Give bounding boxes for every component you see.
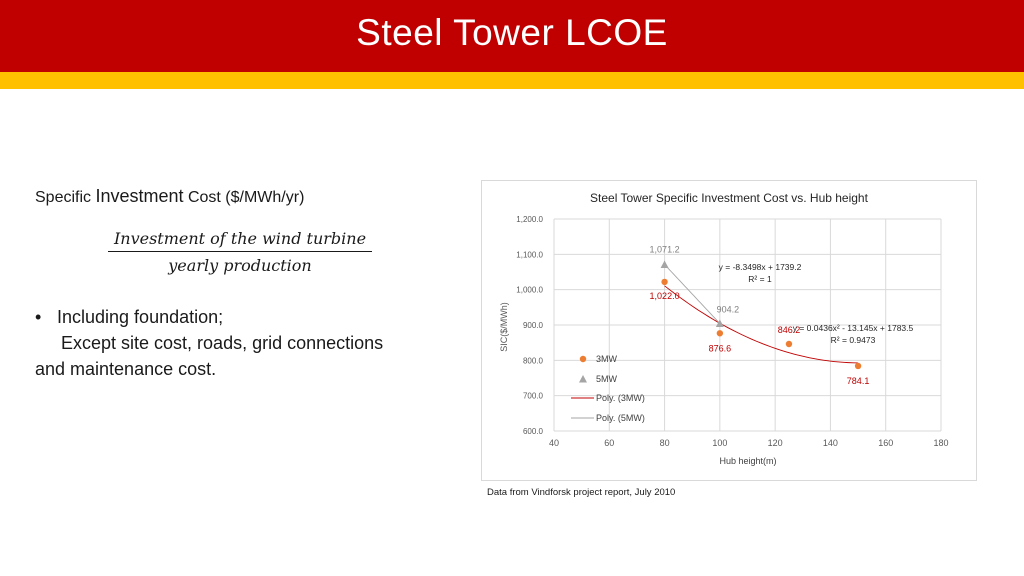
x-axis-label: Hub height(m) [719,456,776,466]
point-3mw [854,362,862,370]
x-tick-label: 160 [878,438,893,448]
sic-heading-suffix: Cost ($/MWh/yr) [183,189,305,206]
sic-formula: Investment of the wind turbine yearly pr… [108,229,372,275]
y-tick-label: 800.0 [523,356,544,365]
chart-title: Steel Tower Specific Investment Cost vs.… [590,191,869,205]
point-5mw [715,319,724,328]
y-axis-label: SIC($/MWh) [499,302,509,352]
x-tick-label: 80 [660,438,670,448]
y-tick-label: 1,200.0 [516,215,543,224]
y-tick-label: 1,000.0 [516,286,543,295]
point-5mw [660,260,669,269]
bullet-line-1: Including foundation; [57,307,224,327]
chart-trendlines [664,264,859,364]
chart-points [660,260,862,370]
trendline-r2: R² = 1 [748,274,772,284]
point-3mw [661,278,668,286]
sic-chart: Steel Tower Specific Investment Cost vs.… [499,191,949,466]
x-tick-label: 60 [604,438,614,448]
legend-label: Poly. (3MW) [596,393,645,403]
legend-label: 5MW [596,374,618,384]
trendline-equation: y = 0.0436x² - 13.145x + 1783.5 [793,323,914,333]
y-tick-label: 600.0 [523,427,544,436]
bullet-list: • Including foundation; Except site cost,… [35,304,383,382]
chart-container: Steel Tower Specific Investment Cost vs.… [481,180,977,481]
accent-stripe [0,72,1024,89]
chart-grid: 40 60 80 100 120 140 160 180 600.0 700.0 800.0 900.… [516,215,948,448]
y-tick-label: 900.0 [523,321,544,330]
bullet-line-3: and maintenance cost. [35,359,217,379]
formula-denominator: yearly production [168,256,312,275]
x-tick-label: 40 [549,438,559,448]
chart-data-labels: 1,022.0 876.6 846.2 784.1 1,071.2 904.2 y = 0.… [650,245,914,386]
legend-marker-5mw [579,375,587,383]
data-label-3mw: 1,022.0 [650,291,680,301]
chart-legend: 3MW 5MW Poly. (3MW) Poly. (5MW) [571,354,645,423]
data-label-5mw: 904.2 [717,305,740,315]
title-bar [0,0,1024,72]
x-tick-label: 120 [768,438,783,448]
x-tick-label: 140 [823,438,838,448]
legend-label: Poly. (5MW) [596,413,645,423]
y-tick-label: 1,100.0 [516,250,543,259]
sic-heading-prefix: Specific [35,189,96,206]
bullet-symbol: • [35,307,42,327]
formula-numerator: Investment of the wind turbine [108,229,372,252]
source-note: Data from Vindforsk project report, July… [487,487,676,498]
trendline-3mw [664,285,859,364]
data-label-3mw: 876.6 [709,343,732,353]
sic-heading-word: Investment [95,186,184,206]
trendline-5mw [664,264,721,324]
point-3mw [716,330,724,337]
slide-title: Steel Tower LCOE [356,12,668,53]
legend-label: 3MW [596,354,618,364]
data-label-3mw: 784.1 [847,376,870,386]
y-tick-label: 700.0 [523,392,544,401]
legend-marker-3mw [579,355,587,363]
x-tick-label: 100 [712,438,727,448]
trendline-equation: y = -8.3498x + 1739.2 [719,262,802,272]
bullet-line-2: Except site cost, roads, grid connection… [61,333,384,353]
data-label-5mw: 1,071.2 [650,245,680,255]
point-3mw [785,340,793,348]
data-label-3mw: 846.2 [778,325,801,335]
x-tick-label: 180 [933,438,948,448]
trendline-r2: R² = 0.9473 [831,335,876,345]
sic-heading: Specific Investment Cost ($/MWh/yr) [35,186,304,207]
